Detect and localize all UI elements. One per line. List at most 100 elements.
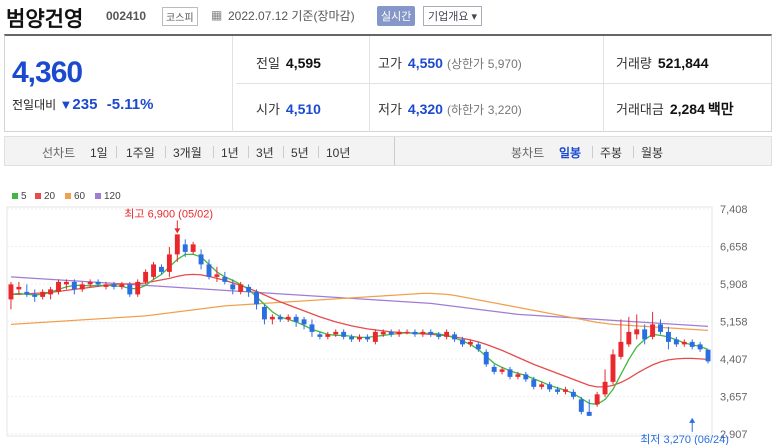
divider — [283, 146, 284, 158]
candle — [151, 264, 157, 277]
lower-limit-label: (하한가 — [446, 103, 485, 117]
open-price: 시가 4,510 — [256, 99, 321, 118]
low-arrow-head — [689, 417, 696, 423]
candle — [467, 341, 473, 345]
amount-unit: 백만 — [707, 101, 734, 117]
candle — [301, 319, 307, 325]
candle — [610, 354, 616, 382]
candle — [665, 331, 671, 342]
candle — [333, 331, 339, 335]
volume-value: 521,844 — [657, 55, 709, 71]
candle — [507, 369, 513, 377]
candle — [642, 329, 648, 340]
candle — [325, 334, 331, 337]
candle — [190, 244, 196, 252]
volume: 거래량 521,844 — [616, 53, 709, 72]
candle — [293, 316, 299, 322]
period-1d[interactable]: 1일 — [90, 146, 108, 160]
period-3y[interactable]: 3년 — [256, 146, 274, 160]
line-chart-label: 선차트 — [42, 146, 76, 160]
candle — [254, 291, 259, 305]
high-label: 고가 — [378, 56, 402, 71]
low-label: 저가 — [378, 102, 402, 117]
candle — [547, 384, 553, 390]
candle — [63, 281, 69, 285]
prev-close-value: 4,595 — [285, 55, 321, 71]
trade-amount: 거래대금 2,284 백만 — [616, 99, 734, 119]
candle — [673, 339, 679, 345]
candle — [562, 389, 568, 392]
period-3m[interactable]: 3개월 — [173, 146, 202, 160]
open-label: 시가 — [256, 102, 280, 117]
legend-swatch — [35, 193, 41, 199]
candle — [412, 331, 418, 335]
divider — [394, 137, 395, 165]
divider — [236, 83, 771, 84]
candle — [238, 284, 244, 292]
candle — [198, 254, 204, 265]
period-5y[interactable]: 5년 — [291, 146, 309, 160]
candle — [269, 316, 275, 320]
candle — [594, 394, 600, 405]
candle-weekly[interactable]: 주봉 — [600, 146, 623, 160]
realtime-button[interactable]: 실시간 — [377, 6, 416, 26]
amount-label: 거래대금 — [616, 102, 664, 117]
candle — [404, 331, 410, 334]
divider — [633, 146, 634, 158]
candle — [174, 234, 180, 255]
candle-monthly[interactable]: 월봉 — [641, 146, 664, 160]
candle — [428, 331, 434, 335]
change-amount: 235 — [72, 96, 98, 113]
low-annotation: 최저 3,270 (06/24) — [640, 433, 729, 445]
ma20-line — [11, 273, 709, 388]
candle — [586, 411, 592, 416]
period-1y[interactable]: 1년 — [221, 146, 239, 160]
open-value: 4,510 — [285, 101, 321, 117]
candle — [499, 369, 505, 372]
y-tick-label: 6,658 — [720, 242, 748, 254]
candle — [689, 341, 695, 347]
candle — [452, 334, 458, 340]
candle — [56, 281, 61, 292]
company-overview-label: 기업개요 — [428, 11, 469, 23]
candle — [681, 341, 687, 345]
candle — [539, 384, 545, 387]
candle — [626, 331, 632, 345]
legend-label: 60 — [74, 191, 86, 202]
legend-label: 20 — [44, 191, 56, 202]
period-10y[interactable]: 10년 — [326, 146, 351, 160]
candle — [634, 329, 640, 335]
change-row: 전일대비 ▼235 -5.11% — [12, 96, 153, 113]
y-tick-label: 3,657 — [720, 392, 748, 404]
candle — [515, 374, 521, 377]
candle — [32, 294, 38, 297]
candlestick-chart[interactable]: 7,408 6,658 5,908 5,158 4,407 3,657 2,907 5 20 60… — [0, 185, 773, 445]
candle — [602, 381, 608, 395]
low-value: 4,320 — [407, 101, 443, 117]
divider — [369, 36, 370, 132]
stock-code: 002410 — [106, 9, 147, 23]
stock-name: 범양건영 — [6, 8, 84, 31]
candle — [230, 284, 236, 290]
candle — [48, 289, 54, 295]
candle — [658, 324, 663, 332]
candle — [8, 284, 14, 300]
candle — [483, 351, 489, 365]
day-low: 저가 4,320 (하한가 3,220) — [378, 99, 522, 118]
candle — [436, 334, 442, 337]
candle — [420, 331, 426, 335]
company-overview-dropdown[interactable]: 기업개요 ▾ — [423, 6, 483, 26]
candle — [396, 331, 402, 335]
base-date: 2022.07.12 기준(장마감) — [228, 9, 355, 23]
candle-daily[interactable]: 일봉 — [559, 146, 582, 160]
period-1w[interactable]: 1주일 — [126, 146, 155, 160]
candle — [246, 286, 252, 292]
candle — [71, 281, 77, 290]
divider — [232, 36, 233, 132]
divider — [318, 146, 319, 158]
candle — [349, 336, 355, 340]
high-value: 4,550 — [407, 55, 443, 71]
y-tick-label: 5,158 — [720, 317, 748, 329]
candle — [87, 281, 93, 285]
candle — [309, 324, 315, 332]
